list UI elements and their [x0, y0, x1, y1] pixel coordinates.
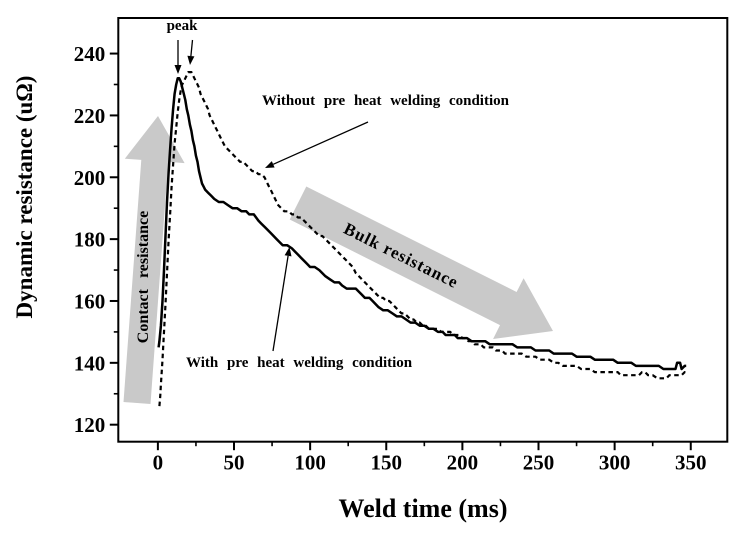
x-tick-label: 200 [447, 451, 479, 475]
y-tick-label: 180 [74, 228, 106, 252]
x-tick-label: 250 [523, 451, 555, 475]
y-tick-label: 160 [74, 289, 106, 313]
with-pointer-arrow-head [284, 247, 292, 257]
series-line-solid [157, 77, 687, 371]
x-tick-label: 50 [224, 451, 245, 475]
y-axis-title: Dynamic resistance (uΩ) [12, 75, 37, 319]
x-tick-label: 350 [675, 451, 707, 475]
peak-annotation: peak [166, 18, 198, 34]
peak-arrow-dashed [190, 39, 194, 57]
y-tick-label: 200 [74, 166, 106, 190]
x-axis-title: Weld time (ms) [338, 494, 508, 523]
without-pointer-arrow [272, 121, 369, 165]
with-pointer-arrow [272, 255, 289, 352]
bulk-resistance-arrow [289, 186, 553, 339]
y-tick-label: 220 [74, 104, 106, 128]
x-tick-label: 300 [599, 451, 631, 475]
contact-resistance-annotation: Contact resistance [135, 210, 152, 344]
contact-resistance-arrow [123, 116, 185, 404]
x-tick-label: 0 [153, 451, 164, 475]
x-tick-label: 150 [371, 451, 403, 475]
y-tick-label: 240 [74, 42, 106, 66]
without-pointer-arrow-head [265, 161, 275, 168]
without-preheat-annotation: Without pre heat welding condition [262, 93, 509, 109]
y-tick-label: 140 [74, 351, 106, 375]
y-tick-label: 120 [74, 413, 106, 437]
peak-arrow-solid-head [174, 65, 182, 74]
x-tick-label: 100 [294, 451, 326, 475]
with-preheat-annotation: With pre heat welding condition [186, 355, 413, 371]
peak-arrow-dashed-head [187, 55, 195, 65]
series-line-dashed [158, 70, 688, 407]
plot-frame [117, 17, 729, 443]
